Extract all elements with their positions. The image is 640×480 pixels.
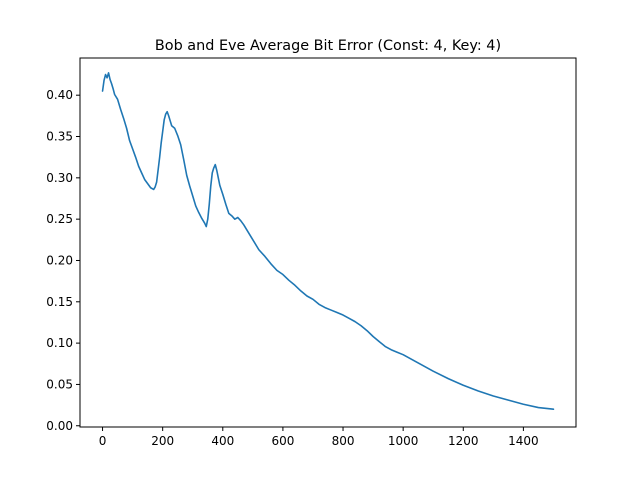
x-tick-label: 800 [332,434,355,448]
x-tick-label: 1000 [388,434,419,448]
y-tick-label: 0.10 [46,336,73,350]
x-tick-label: 0 [99,434,107,448]
y-tick-label: 0.30 [46,171,73,185]
y-tick-label: 0.40 [46,88,73,102]
y-tick-label: 0.35 [46,130,73,144]
x-tick-label: 1400 [508,434,539,448]
series-line [101,72,555,411]
axes-frame [79,57,577,428]
y-tick-label: 0.25 [46,212,73,226]
x-tick-label: 600 [271,434,294,448]
y-tick-label: 0.20 [46,253,73,267]
y-axis: 0.00 0.05 0.10 0.15 0.20 0.25 0.30 0.35 0.40 [46,88,80,433]
chart-title: Bob and Eve Average Bit Error (Const: 4,… [155,38,501,54]
y-tick-label: 0.00 [46,419,73,433]
x-axis: 0 200 400 600 800 1000 1200 1400 [99,427,539,448]
x-tick-label: 1200 [448,434,479,448]
y-tick-label: 0.05 [46,377,73,391]
x-tick-label: 200 [151,434,174,448]
x-tick-label: 400 [211,434,234,448]
y-tick-label: 0.15 [46,295,73,309]
plot-area [101,72,555,411]
